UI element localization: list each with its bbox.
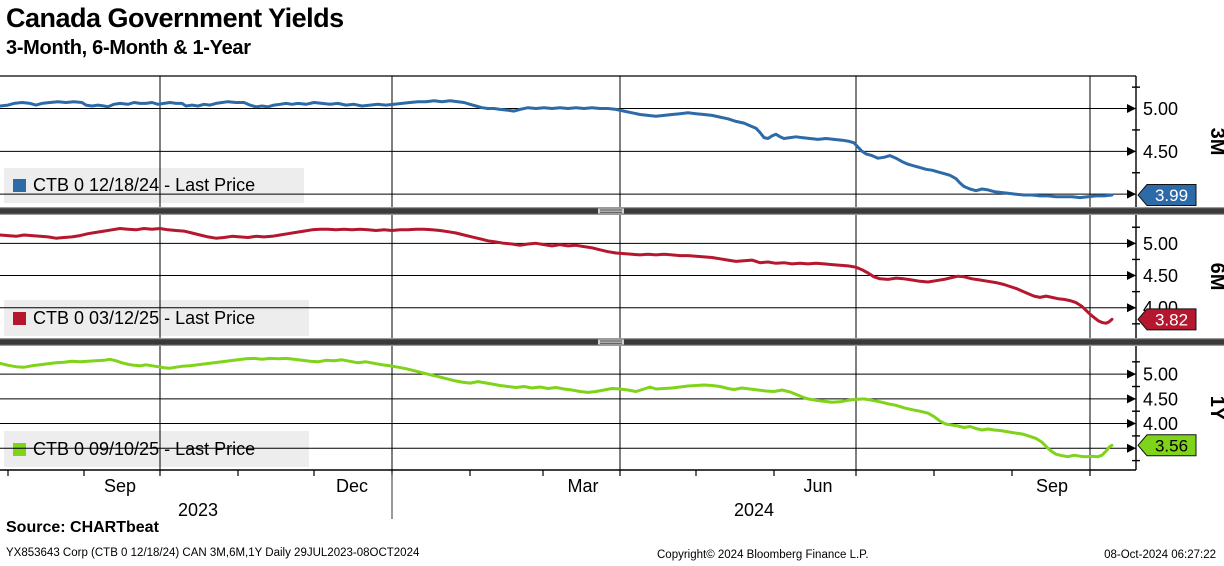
source-label: Source: CHARTbeat bbox=[6, 519, 159, 536]
panel-separator bbox=[0, 207, 1224, 215]
legend-swatch-6m-icon bbox=[13, 311, 26, 325]
x-axis-month-label: Sep bbox=[1036, 476, 1068, 496]
y-axis-tick-label: 4.00 bbox=[1143, 414, 1178, 434]
separator-grip-handle[interactable] bbox=[598, 339, 624, 345]
axis-arrow-tick bbox=[1127, 146, 1136, 156]
legend-3m[interactable]: CTB 0 12/18/24 - Last Price bbox=[4, 168, 304, 203]
axis-arrow-tick bbox=[1127, 271, 1136, 281]
last-price-tag-6m bbox=[1137, 308, 1197, 331]
y-axis-tick-label: 5.00 bbox=[1143, 99, 1178, 119]
axis-arrow-tick bbox=[1127, 419, 1136, 429]
y-axis-tick-label: 4.50 bbox=[1143, 142, 1178, 162]
panel-axis-label-1y: 1Y bbox=[1206, 396, 1224, 421]
legend-label-1y: CTB 0 09/10/25 - Last Price bbox=[33, 438, 256, 459]
panel-separator bbox=[0, 338, 1224, 346]
y-axis-tick-label: 5.00 bbox=[1143, 365, 1178, 385]
y-axis-tick-label: 4.00 bbox=[1143, 185, 1178, 205]
legend-label-3m: CTB 0 12/18/24 - Last Price bbox=[33, 175, 256, 195]
copyright-label: Copyright© 2024 Bloomberg Finance L.P. bbox=[657, 549, 869, 561]
last-price-tag-1y bbox=[1137, 434, 1197, 457]
legend-6m[interactable]: CTB 0 03/12/25 - Last Price bbox=[4, 300, 309, 336]
legend-swatch-1y-icon bbox=[13, 442, 26, 456]
panel-axis-label-3m: 3M bbox=[1206, 128, 1224, 156]
legend-swatch-3m-icon bbox=[13, 179, 26, 192]
last-price-value-1y: 3.56 bbox=[1155, 436, 1188, 455]
y-axis-tick-label: 4.00 bbox=[1143, 298, 1178, 318]
axis-arrow-tick bbox=[1127, 443, 1136, 453]
x-axis-month-label: Mar bbox=[568, 476, 599, 496]
x-axis-month-label: Jun bbox=[803, 476, 832, 496]
page-subtitle: 3-Month, 6-Month & 1-Year bbox=[6, 36, 251, 59]
panel-axis-label-6m: 6M bbox=[1206, 263, 1224, 291]
security-meta-label: YX853643 Corp (CTB 0 12/18/24) CAN 3M,6M… bbox=[6, 547, 420, 559]
y-axis-tick-label: 5.00 bbox=[1143, 234, 1178, 254]
y-axis-tick-label: 3.50 bbox=[1143, 439, 1178, 459]
last-price-value-3m: 3.99 bbox=[1155, 186, 1188, 205]
legend-label-6m: CTB 0 03/12/25 - Last Price bbox=[33, 307, 256, 328]
page-title: Canada Government Yields bbox=[6, 3, 344, 33]
axis-arrow-tick bbox=[1127, 303, 1136, 313]
last-price-value-6m: 3.82 bbox=[1155, 310, 1188, 329]
axis-arrow-tick bbox=[1127, 369, 1136, 379]
x-axis-month-label: Dec bbox=[336, 476, 368, 496]
legend-1y[interactable]: CTB 0 09/10/25 - Last Price bbox=[4, 431, 309, 467]
axis-arrow-tick bbox=[1127, 238, 1136, 248]
x-axis-year-label: 2023 bbox=[178, 500, 218, 520]
axis-arrow-tick bbox=[1127, 189, 1136, 199]
axis-arrow-tick bbox=[1127, 394, 1136, 404]
y-axis-tick-label: 4.50 bbox=[1143, 389, 1178, 409]
timestamp-label: 08-Oct-2024 06:27:22 bbox=[1104, 549, 1216, 561]
separator-grip-handle[interactable] bbox=[598, 208, 624, 214]
last-price-tag-3m bbox=[1137, 184, 1197, 207]
x-axis-month-label: Sep bbox=[104, 476, 136, 496]
x-axis-year-label: 2024 bbox=[734, 500, 774, 520]
chart-header: Canada Government Yields 3-Month, 6-Mont… bbox=[6, 2, 344, 60]
axis-arrow-tick bbox=[1127, 104, 1136, 114]
y-axis-tick-label: 4.50 bbox=[1143, 266, 1178, 286]
